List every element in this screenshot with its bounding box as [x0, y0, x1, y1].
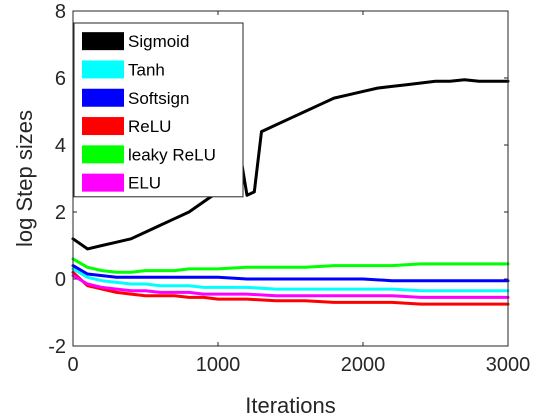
legend-swatch: [82, 32, 124, 51]
legend-swatch: [82, 145, 124, 164]
legend-label: Sigmoid: [128, 32, 189, 51]
x-tick-label: 2000: [341, 354, 386, 376]
legend-swatch: [82, 60, 124, 79]
x-axis-label: Iterations: [245, 393, 336, 418]
series-line-tanh: [71, 267, 510, 293]
y-tick-label: 4: [55, 135, 66, 157]
legend-label: Softsign: [128, 89, 189, 108]
y-tick-label: 6: [55, 68, 66, 90]
legend: Sigmoid Tanh Softsign ReLU leaky ReLU ELU: [73, 22, 244, 198]
legend-label: ReLU: [128, 117, 171, 136]
legend-swatch: [82, 88, 124, 107]
series-line-relu: [71, 270, 510, 306]
y-tick-label: 8: [55, 1, 66, 23]
legend-label: ELU: [128, 174, 161, 193]
legend-box: [73, 22, 244, 198]
legend-swatch: [82, 173, 124, 192]
x-tick-label: 3000: [486, 354, 531, 376]
series-layer: [71, 78, 510, 306]
x-tick-label: 0: [67, 354, 78, 376]
series-line-leaky-relu: [71, 257, 510, 274]
y-tick-label: 2: [55, 202, 66, 224]
plot-frame: [72, 10, 509, 347]
series-line-elu: [71, 274, 510, 299]
y-axis-label: log Step sizes: [12, 110, 37, 247]
legend-swatch: [82, 117, 124, 136]
series-line-sigmoid: [71, 78, 510, 251]
y-tick-label: -2: [48, 336, 66, 358]
legend-label: Tanh: [128, 60, 165, 79]
y-tick-label: 0: [55, 269, 66, 291]
legend-label: leaky ReLU: [128, 145, 216, 164]
x-tick-label: 1000: [196, 354, 241, 376]
series-line-softsign: [71, 264, 510, 283]
